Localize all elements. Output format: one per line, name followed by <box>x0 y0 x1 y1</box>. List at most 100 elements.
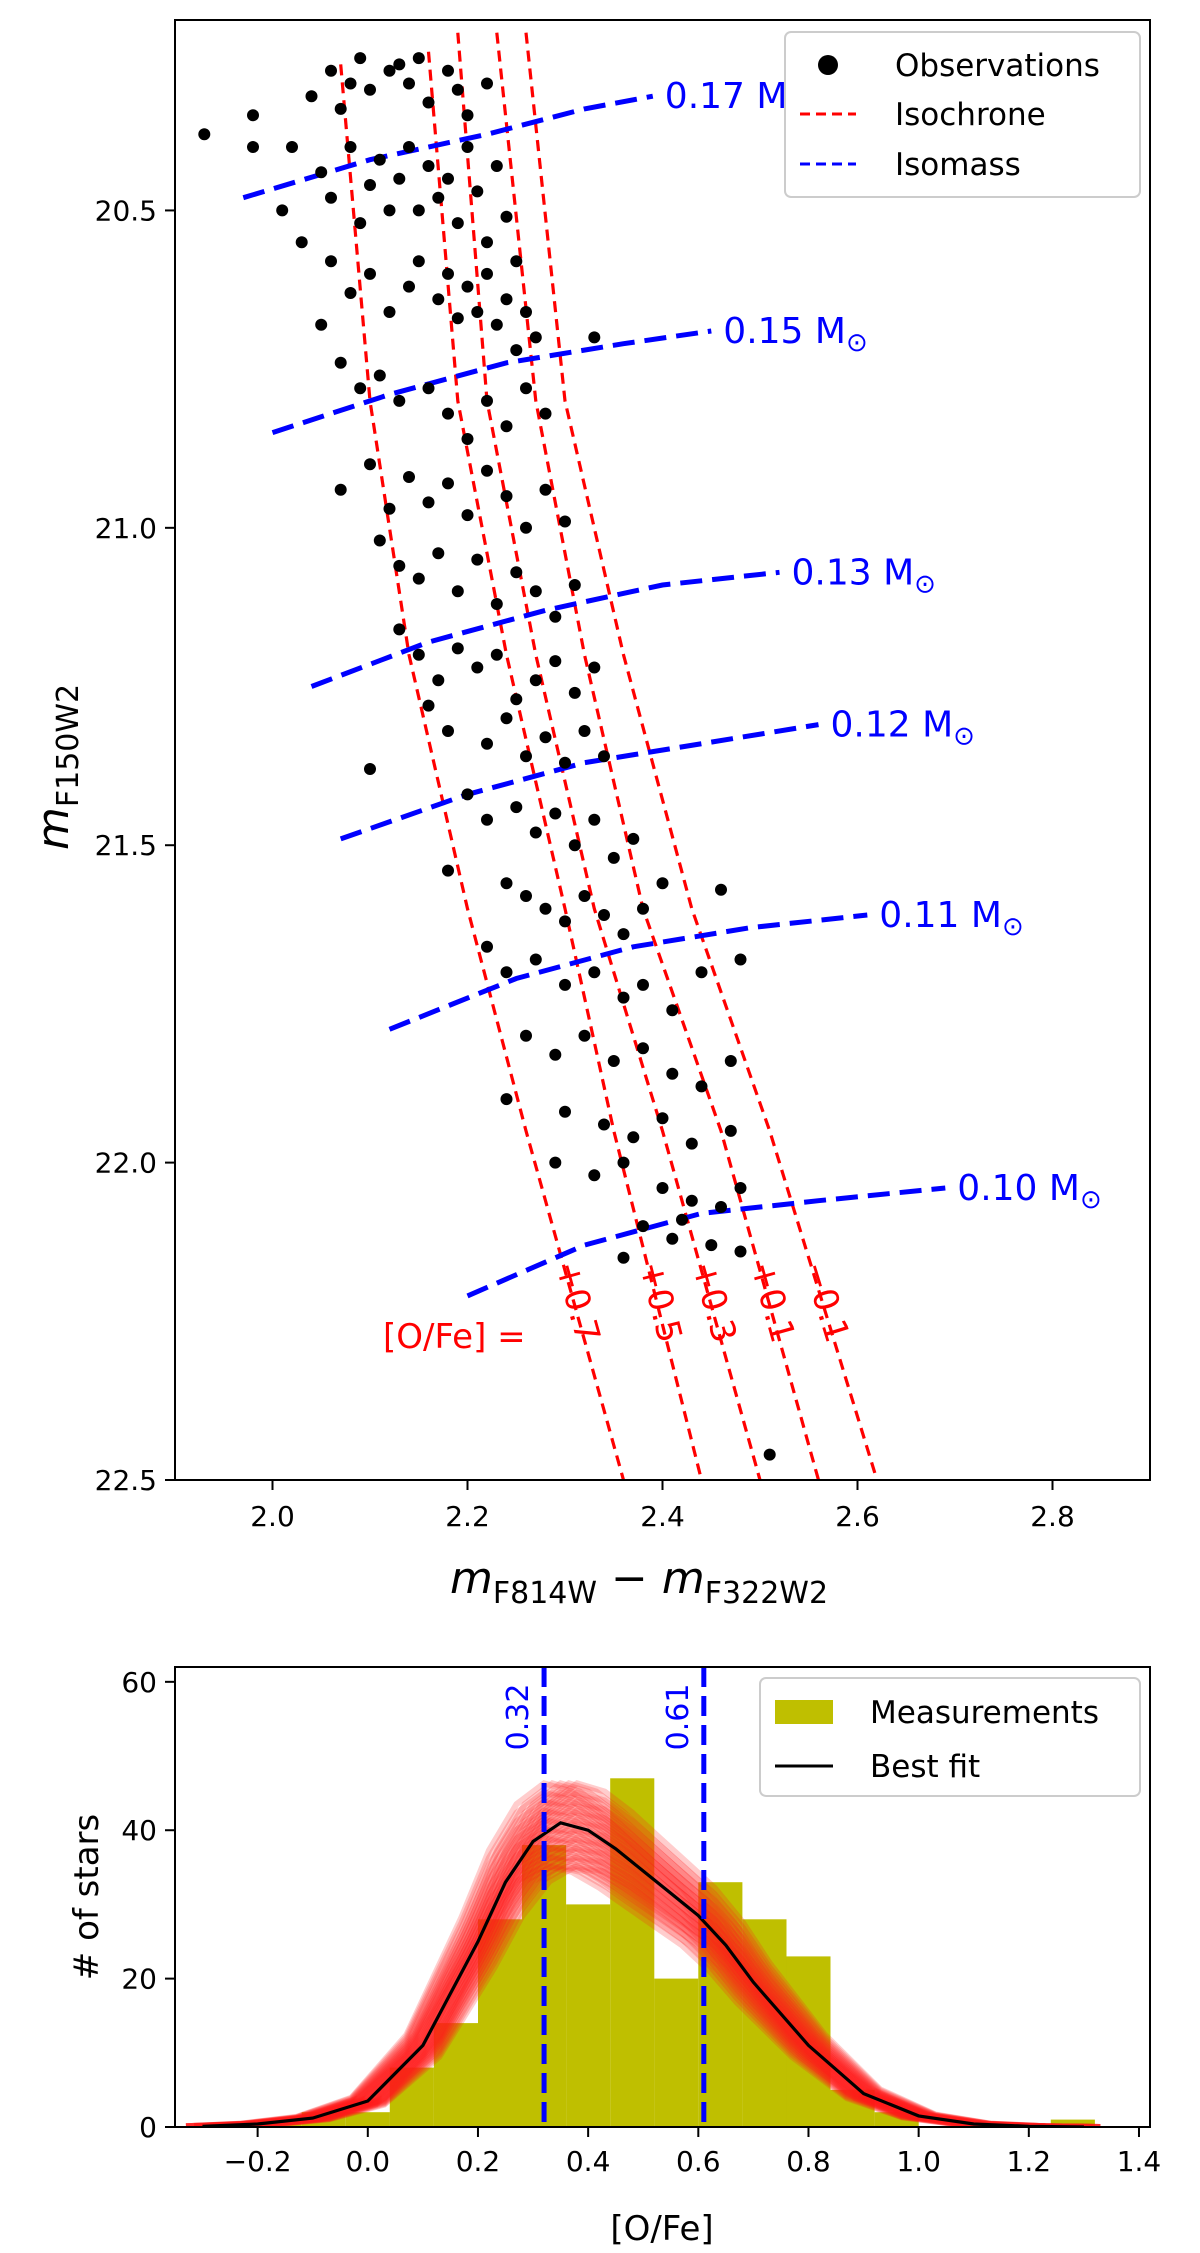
observation-point <box>461 433 474 445</box>
observation-point <box>588 813 601 826</box>
observation-point <box>666 1004 679 1017</box>
observation-point <box>529 585 542 598</box>
legend-observations-label: Observations <box>895 48 1100 84</box>
y-tick-label: 21.0 <box>95 512 157 545</box>
observation-points <box>198 52 776 1461</box>
observation-point <box>451 642 464 655</box>
observation-point <box>412 255 425 268</box>
histogram-bar <box>257 2119 302 2127</box>
histogram-bar <box>566 1904 611 2127</box>
observation-point <box>559 1105 571 1118</box>
observation-point <box>422 96 435 109</box>
observation-point <box>500 1093 513 1106</box>
fit-sample-curve <box>194 1834 1076 2127</box>
observation-point <box>715 883 727 896</box>
observation-point <box>383 64 396 77</box>
x-tick-label: 1.0 <box>896 2145 941 2178</box>
observation-point <box>510 344 523 357</box>
observation-point <box>539 407 552 420</box>
cmd-y-axis-label: mF150W2 <box>28 684 86 850</box>
observation-point <box>549 1048 562 1061</box>
observation-point <box>481 940 493 953</box>
observation-point <box>422 496 435 509</box>
observation-point <box>520 521 532 534</box>
observation-point <box>373 534 386 547</box>
fit-sample-curve <box>194 1798 1076 2127</box>
y-tick-label: 20 <box>121 1963 157 1996</box>
observation-point <box>422 382 435 395</box>
x-tick-label: −0.2 <box>224 2145 292 2178</box>
observation-point <box>520 306 532 318</box>
observation-point <box>334 356 347 369</box>
observation-point <box>315 318 328 331</box>
observation-point <box>481 394 493 407</box>
fit-sample-curve <box>210 1807 1093 2127</box>
cmd-legend: Observations Isochrone Isomass <box>784 31 1141 198</box>
y-tick-label: 20.5 <box>95 194 157 227</box>
x-tick-label: 2.8 <box>1030 1500 1075 1533</box>
observation-point <box>763 1448 776 1461</box>
observation-point <box>529 331 542 344</box>
isochrone-line <box>524 32 879 1480</box>
observation-point <box>442 477 454 490</box>
observation-point <box>676 1213 688 1226</box>
observation-point <box>695 966 708 979</box>
legend-observations-marker <box>818 55 838 75</box>
observation-point <box>666 1232 679 1245</box>
observation-point <box>607 1055 620 1067</box>
observation-point <box>549 655 562 668</box>
observation-point <box>451 585 464 598</box>
observation-point <box>373 369 386 382</box>
hist-x-ticks: −0.2 0.0 0.2 0.4 0.6 0.8 1.0 1.2 1.4 <box>224 2127 1162 2178</box>
fit-sample-curve <box>218 1798 1101 2127</box>
fit-sample-curve <box>218 1816 1101 2127</box>
observation-point <box>559 756 571 769</box>
observation-point <box>568 579 581 591</box>
y-tick-label: 22.5 <box>95 1464 157 1497</box>
observation-point <box>432 674 445 687</box>
observation-point <box>529 674 542 687</box>
observation-point <box>724 1055 737 1067</box>
observation-point <box>481 236 493 249</box>
observation-point <box>432 191 445 204</box>
observation-point <box>588 661 601 674</box>
observation-point <box>685 1137 698 1150</box>
histogram-bar <box>478 1919 523 2127</box>
peak-lines <box>541 1667 707 2127</box>
isomass-line <box>466 1185 946 1299</box>
x-tick-label: 1.4 <box>1117 2145 1162 2178</box>
observation-point <box>442 725 454 737</box>
x-tick-label: 0.0 <box>346 2145 391 2178</box>
observation-point <box>617 1251 630 1264</box>
observation-point <box>403 471 415 483</box>
observation-point <box>510 255 523 268</box>
peak-labels: 0.32 0.61 <box>501 1684 696 1751</box>
legend-measurements-label: Measurements <box>870 1695 1099 1731</box>
observation-point <box>656 877 669 890</box>
observation-point <box>637 978 649 991</box>
isochrone-line <box>339 64 626 1480</box>
observation-point <box>393 394 406 407</box>
fit-sample-curve <box>194 1843 1076 2127</box>
observation-point <box>500 210 513 223</box>
fit-sample-curve <box>210 1834 1093 2127</box>
observation-point <box>295 236 308 249</box>
observation-point <box>442 64 454 77</box>
fit-sample-curve <box>185 1779 1068 2127</box>
observation-point <box>442 172 454 185</box>
isomass-labels: 0.17 M⊙0.15 M⊙0.13 M⊙0.12 M⊙0.11 M⊙0.10 … <box>665 76 1102 1215</box>
fit-sample-curve <box>210 1816 1093 2127</box>
observation-point <box>490 160 503 172</box>
observation-point <box>481 464 493 477</box>
cmd-x-axis-label: mF814W − mF322W2 <box>450 1553 828 1611</box>
observation-point <box>383 204 396 217</box>
observation-point <box>442 864 454 877</box>
observation-point <box>354 52 367 65</box>
x-tick-label: 2.4 <box>640 1500 685 1533</box>
histogram-bar <box>610 1778 655 2127</box>
y-tick-label: 0 <box>139 2111 157 2144</box>
observation-point <box>412 572 425 585</box>
fit-sample-curve <box>218 1807 1101 2127</box>
fit-sample-curve <box>202 1853 1084 2127</box>
observation-point <box>364 83 376 96</box>
